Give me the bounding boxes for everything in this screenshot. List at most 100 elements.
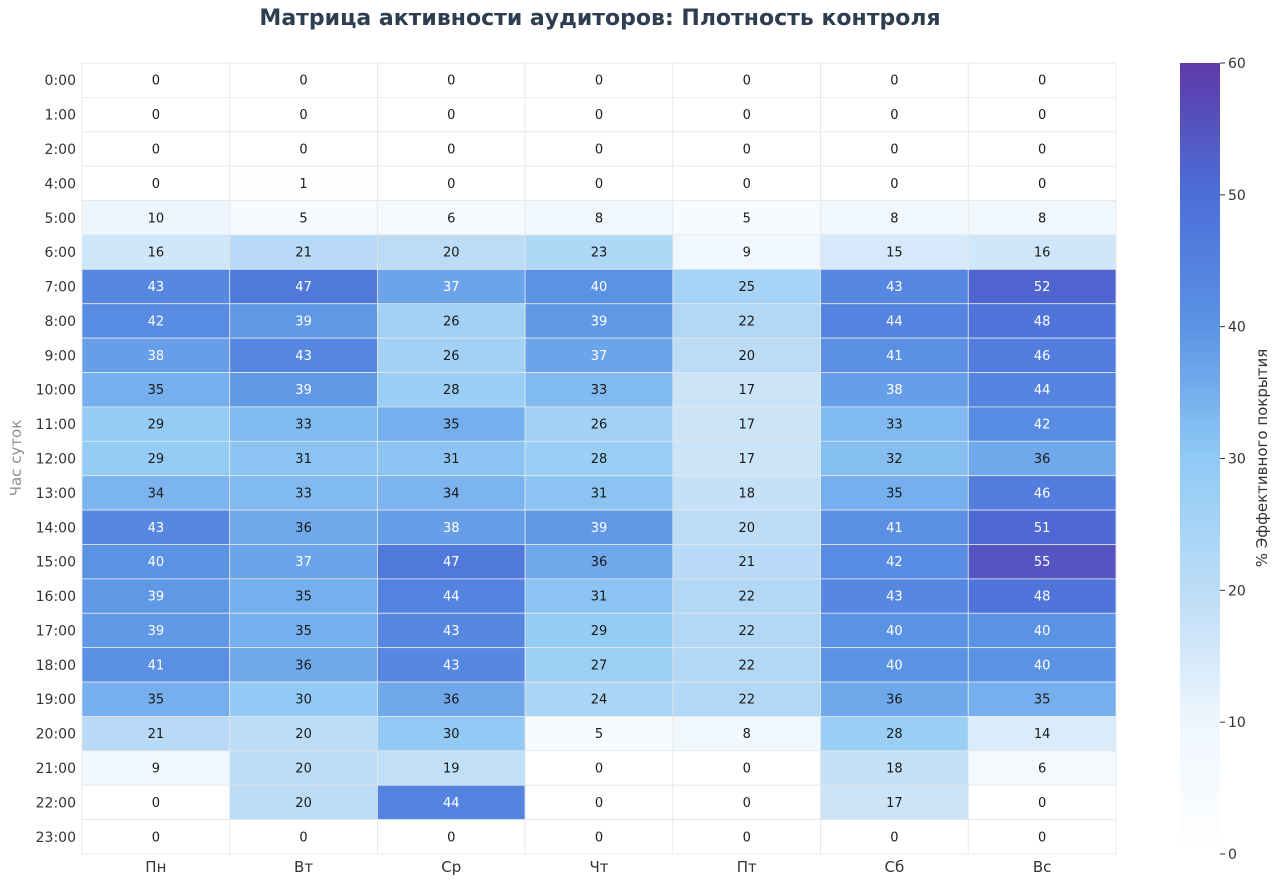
- cell-value-label: 39: [148, 590, 165, 605]
- cell-value-label: 0: [595, 108, 603, 123]
- heatmap-cell: [229, 406, 378, 442]
- cell-value-label: 43: [443, 624, 460, 639]
- cell-value-label: 36: [295, 658, 312, 673]
- heatmap-cell: [377, 716, 526, 752]
- heatmap-cell: [820, 303, 969, 339]
- cell-value-label: 46: [1034, 349, 1051, 364]
- heatmap-cell: [820, 578, 969, 614]
- cell-value-label: 44: [443, 796, 460, 811]
- x-tick-label: Чт: [589, 858, 608, 876]
- cell-value-label: 18: [738, 486, 755, 501]
- heatmap-cell: [81, 647, 231, 683]
- y-tick-label: 9:00: [45, 348, 76, 364]
- heatmap-cell: [377, 165, 526, 201]
- cell-value-label: 34: [148, 486, 165, 501]
- cell-value-label: 26: [443, 349, 460, 364]
- cell-value-label: 21: [295, 246, 312, 261]
- cell-value-label: 0: [447, 830, 455, 845]
- cell-value-label: 20: [295, 762, 312, 777]
- heatmap-cell: [81, 681, 231, 717]
- colorbar-tick-label: 20: [1228, 583, 1246, 599]
- cell-value-label: 0: [299, 108, 307, 123]
- cell-value-label: 41: [148, 658, 165, 673]
- heatmap-cell: [967, 784, 1117, 821]
- heatmap-cell: [524, 647, 674, 683]
- cell-value-label: 25: [738, 280, 755, 295]
- cell-value-label: 19: [443, 762, 460, 777]
- heatmap-cell: [820, 268, 969, 305]
- cell-value-label: 33: [295, 418, 312, 433]
- cell-value-label: 40: [1034, 624, 1051, 639]
- y-tick-label: 7:00: [45, 280, 76, 296]
- heatmap-cell: [229, 784, 378, 821]
- heatmap-cell: [672, 303, 821, 339]
- cell-value-label: 17: [738, 452, 755, 467]
- cell-value-label: 39: [295, 383, 312, 398]
- heatmap-cell: [524, 234, 674, 270]
- heatmap-cell: [229, 440, 378, 477]
- x-tick-label: Сб: [885, 858, 905, 876]
- cell-value-label: 29: [148, 418, 165, 433]
- cell-value-label: 0: [1038, 830, 1046, 845]
- heatmap-cell: [81, 612, 231, 649]
- y-axis-ticks: 0:00 1:00 2:00 4:00 5:00 6:00 7:00 8:00 9:00 10:0…: [36, 73, 76, 846]
- cell-value-label: 36: [1034, 452, 1051, 467]
- cell-value-label: 37: [295, 555, 312, 570]
- cell-value-label: 39: [591, 314, 608, 329]
- heatmap-cell: [967, 268, 1117, 305]
- cell-value-label: 41: [886, 521, 903, 536]
- y-tick-label: 16:00: [36, 589, 76, 605]
- cell-value-label: 33: [886, 418, 903, 433]
- y-tick-label: 1:00: [45, 108, 76, 124]
- heatmap-cell: [820, 234, 969, 270]
- y-tick-label: 18:00: [36, 658, 76, 674]
- cell-value-label: 0: [890, 830, 898, 845]
- cell-value-label: 29: [591, 624, 608, 639]
- cell-value-label: 29: [148, 452, 165, 467]
- heatmap-cell: [672, 440, 821, 477]
- cell-value-label: 20: [738, 349, 755, 364]
- heatmap-cell: [81, 131, 231, 167]
- cell-value-label: 0: [152, 177, 160, 192]
- heatmap-cell: [967, 200, 1117, 236]
- heatmap-cell: [229, 578, 378, 614]
- cell-value-label: 0: [743, 74, 751, 89]
- cell-value-label: 52: [1034, 280, 1051, 295]
- heatmap-cell: [967, 578, 1117, 614]
- heatmap-cell: [524, 612, 674, 649]
- heatmap-cell: [81, 819, 231, 855]
- cell-value-label: 32: [886, 452, 903, 467]
- heatmap-cell: [967, 647, 1117, 683]
- heatmap-cell: [81, 716, 231, 752]
- cell-value-label: 36: [295, 521, 312, 536]
- heatmap-cell: [820, 544, 969, 580]
- cell-value-label: 40: [886, 658, 903, 673]
- cell-value-label: 34: [443, 486, 460, 501]
- heatmap-cell: [81, 784, 231, 821]
- cell-value-label: 33: [591, 383, 608, 398]
- heatmap-cell: [524, 819, 674, 855]
- y-tick-label: 19:00: [36, 692, 76, 708]
- y-tick-label: 6:00: [45, 245, 76, 261]
- heatmap-cell: [81, 62, 231, 98]
- heatmap-cell: [229, 303, 378, 339]
- cell-value-label: 43: [295, 349, 312, 364]
- cell-value-label: 18: [886, 762, 903, 777]
- cell-value-label: 0: [595, 830, 603, 845]
- heatmap-cell: [524, 372, 674, 408]
- heatmap-cell: [229, 509, 378, 545]
- cell-value-label: 0: [890, 142, 898, 157]
- heatmap-cell: [820, 819, 969, 855]
- cell-value-label: 48: [1034, 314, 1051, 329]
- heatmap-cell: [967, 750, 1117, 786]
- heatmap-cell: [377, 303, 526, 339]
- heatmap-cell: [229, 544, 378, 580]
- cell-value-label: 0: [595, 142, 603, 157]
- cell-value-label: 36: [886, 693, 903, 708]
- heatmap-cell: [524, 716, 674, 752]
- cell-value-label: 28: [591, 452, 608, 467]
- cell-value-label: 48: [1034, 590, 1051, 605]
- cell-value-label: 38: [148, 349, 165, 364]
- cell-value-label: 43: [443, 658, 460, 673]
- heatmap-cell: [967, 406, 1117, 442]
